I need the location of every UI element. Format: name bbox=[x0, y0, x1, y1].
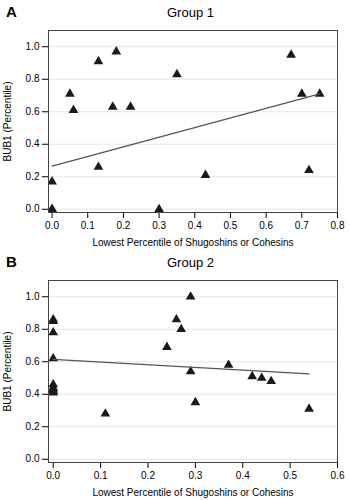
svg-text:0.8: 0.8 bbox=[26, 323, 40, 334]
svg-text:BUB1 (Percentile): BUB1 (Percentile) bbox=[2, 331, 13, 411]
html-text:Group 1: Group 1 bbox=[167, 5, 214, 20]
svg-text:0.2: 0.2 bbox=[26, 171, 40, 182]
svg-text:0.2: 0.2 bbox=[116, 220, 130, 231]
svg-text:0.1: 0.1 bbox=[81, 220, 95, 231]
svg-text:0.4: 0.4 bbox=[26, 388, 40, 399]
svg-text:0.6: 0.6 bbox=[26, 356, 40, 367]
svg-text:0.8: 0.8 bbox=[331, 220, 345, 231]
svg-text:0.5: 0.5 bbox=[224, 220, 238, 231]
svg-text:0.6: 0.6 bbox=[331, 470, 345, 481]
html-text:Group 2: Group 2 bbox=[167, 255, 214, 270]
svg-text:0.4: 0.4 bbox=[188, 220, 202, 231]
html-text:B: B bbox=[6, 253, 17, 270]
svg-text:0.1: 0.1 bbox=[94, 470, 108, 481]
svg-text:0.0: 0.0 bbox=[46, 470, 60, 481]
svg-text:0.4: 0.4 bbox=[26, 138, 40, 149]
svg-text:0.3: 0.3 bbox=[188, 470, 202, 481]
svg-text:0.6: 0.6 bbox=[26, 106, 40, 117]
html-text:A: A bbox=[6, 3, 17, 20]
svg-text:Lowest Percentile of Shugoshin: Lowest Percentile of Shugoshins or Cohes… bbox=[92, 487, 293, 498]
svg-text:0.5: 0.5 bbox=[283, 470, 297, 481]
svg-text:0.0: 0.0 bbox=[26, 453, 40, 464]
svg-text:0.4: 0.4 bbox=[236, 470, 250, 481]
svg-text:0.0: 0.0 bbox=[26, 203, 40, 214]
svg-text:0.2: 0.2 bbox=[141, 470, 155, 481]
svg-text:0.7: 0.7 bbox=[295, 220, 309, 231]
svg-text:0.6: 0.6 bbox=[259, 220, 273, 231]
svg-text:0.0: 0.0 bbox=[45, 220, 59, 231]
svg-text:1.0: 1.0 bbox=[26, 291, 40, 302]
svg-text:Lowest Percentile of Shugoshin: Lowest Percentile of Shugoshins or Cohes… bbox=[92, 237, 293, 248]
svg-text:0.8: 0.8 bbox=[26, 73, 40, 84]
svg-text:0.3: 0.3 bbox=[152, 220, 166, 231]
svg-text:1.0: 1.0 bbox=[26, 41, 40, 52]
svg-text:BUB1 (Percentile): BUB1 (Percentile) bbox=[2, 81, 13, 161]
svg-text:0.2: 0.2 bbox=[26, 421, 40, 432]
